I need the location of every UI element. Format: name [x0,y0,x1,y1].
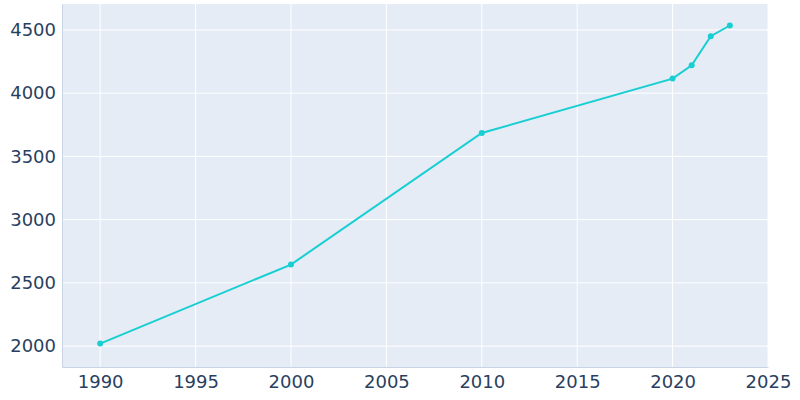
x-grid-line [577,4,578,367]
plot-background [62,4,768,367]
x-grid-line [195,4,196,367]
tick-label: 2025 [746,371,792,392]
tick: 3500 [10,146,62,167]
tick-label: 3500 [10,146,56,167]
marks [97,23,733,347]
x-grid-line [672,4,673,367]
point [689,62,695,68]
tick: 2000 [269,367,315,392]
y-grid-line [62,156,768,157]
tick-label: 2005 [364,371,410,392]
tick: 2000 [10,335,62,356]
plot: 1990 1995 2000 2005 2010 2015 2020 2025 2000 2500… [10,4,791,392]
tick-label: 2500 [10,272,56,293]
tick-label: 2000 [10,335,56,356]
y-grid-line [62,93,768,94]
tick: 1990 [78,367,124,392]
tick-label: 1990 [78,371,124,392]
tick: 2015 [555,367,601,392]
point [727,23,733,29]
tick-label: 2020 [650,371,696,392]
tick: 2025 [746,367,792,392]
grid [62,4,768,367]
point [670,76,676,82]
y-axis: 2000 2500 3000 3500 4000 4500 [10,5,62,368]
tick-label: 1995 [173,371,219,392]
x-grid-line [481,4,482,367]
point [479,130,485,136]
y-grid-line [62,29,768,30]
axis-line [62,5,63,368]
axis-line [63,367,769,368]
tick-label: 3000 [10,209,56,230]
tick-label: 4500 [10,19,56,40]
tick: 3000 [10,209,62,230]
tick-label: 2010 [459,371,505,392]
tick-label: 4000 [10,82,56,103]
tick: 2020 [650,367,696,392]
x-grid-line [290,4,291,367]
y-grid-line [62,219,768,220]
tick: 1995 [173,367,219,392]
tick-label: 2000 [269,371,315,392]
tick: 2500 [10,272,62,293]
tick: 2010 [459,367,505,392]
x-grid-line [386,4,387,367]
x-axis: 1990 1995 2000 2005 2010 2015 2020 2025 [63,367,792,392]
chart: 1990 1995 2000 2005 2010 2015 2020 2025 2000 2500… [0,0,800,400]
tick: 4000 [10,82,62,103]
y-grid-line [62,346,768,347]
x-grid-line [768,4,769,367]
point [288,262,294,268]
tick: 2005 [364,367,410,392]
x-grid-line [100,4,101,367]
y-grid-line [62,282,768,283]
tick: 4500 [10,19,62,40]
tick-label: 2015 [555,371,601,392]
point [708,33,714,39]
line [100,26,730,344]
point [97,341,103,347]
